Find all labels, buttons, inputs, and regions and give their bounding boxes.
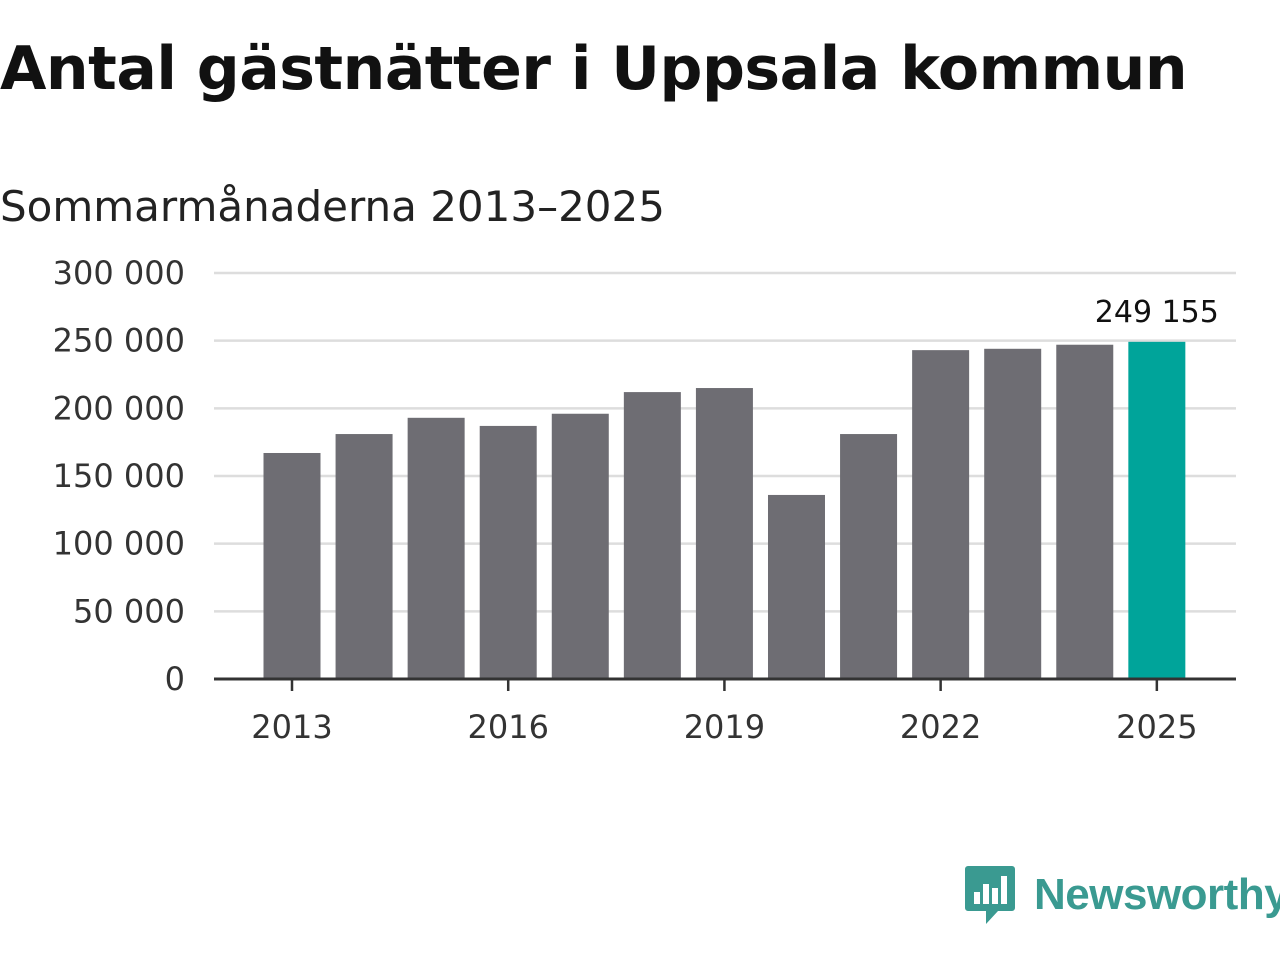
y-tick-label: 250 000: [53, 322, 185, 360]
bar-2020: [767, 494, 825, 679]
bar-2016: [479, 425, 537, 679]
bar-2015: [407, 417, 465, 679]
x-tick-label: 2025: [1116, 708, 1197, 746]
data-label-2025: 249 155: [1095, 295, 1219, 330]
data-labels: 249 155: [1095, 295, 1219, 330]
y-tick-label: 200 000: [53, 389, 185, 427]
chart-subtitle: Sommarmånaderna 2013–2025: [0, 182, 665, 231]
x-axis: 2013 2016 2019 2022 2025: [214, 677, 1236, 746]
bars: [263, 341, 1186, 679]
y-tick-label: 100 000: [53, 525, 185, 563]
bar-2014: [335, 434, 393, 679]
x-tick-label: 2013: [251, 708, 332, 746]
y-tick-label: 0: [165, 660, 185, 698]
bar-2023: [984, 348, 1042, 679]
bar-chart-speech-bubble-icon: [965, 866, 1015, 924]
y-tick-label: 300 000: [53, 254, 185, 292]
y-axis-labels: 0 50 000 100 000 150 000 200 000 250 000 300 0…: [53, 254, 185, 698]
y-tick-label: 50 000: [73, 592, 185, 630]
bar-2025: [1128, 341, 1186, 679]
x-tick-label: 2019: [684, 708, 765, 746]
x-tick-label: 2016: [467, 708, 548, 746]
bar-2021: [840, 434, 898, 679]
bar-2018: [623, 392, 681, 679]
chart-title: Antal gästnätter i Uppsala kommun: [0, 34, 1188, 104]
bar-2022: [912, 350, 970, 679]
bar-2017: [551, 413, 609, 679]
x-tick-label: 2022: [900, 708, 981, 746]
bar-chart: 0 50 000 100 000 150 000 200 000 250 000 300 0…: [53, 254, 1236, 746]
bar-2024: [1056, 344, 1114, 679]
y-tick-label: 150 000: [53, 457, 185, 495]
bar-2019: [695, 388, 753, 679]
bar-2013: [263, 452, 321, 679]
newsworthy-logo: Newsworthy: [964, 864, 1280, 926]
logo-text: Newsworthy: [1034, 870, 1280, 919]
